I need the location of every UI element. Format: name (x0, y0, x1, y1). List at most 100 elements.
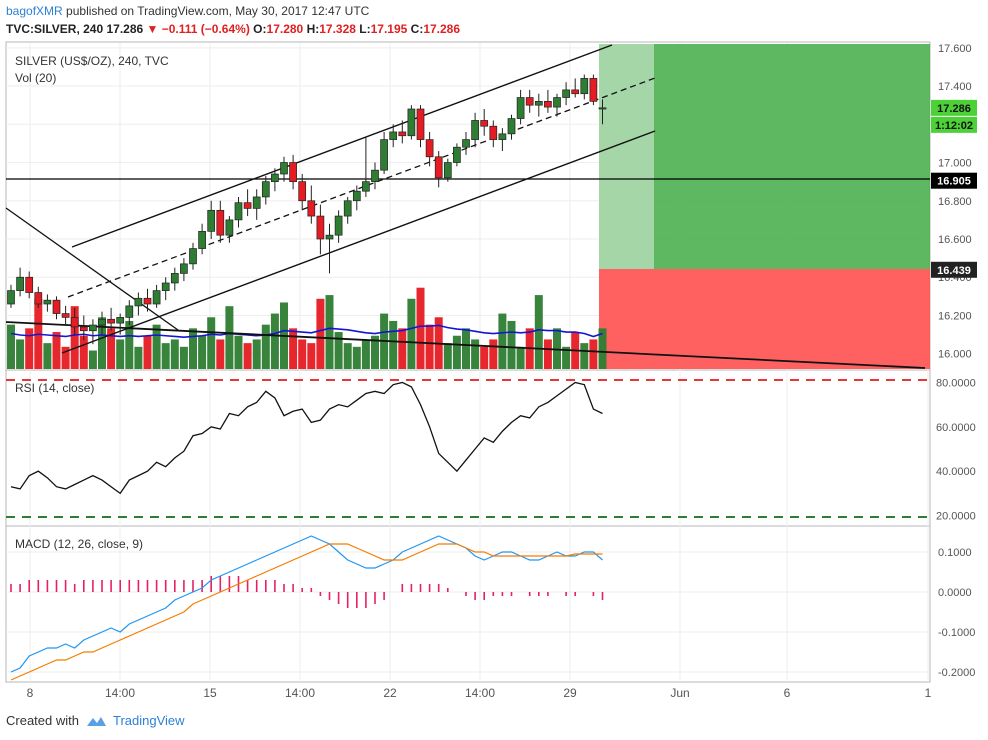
candle-body (216, 209, 225, 236)
volume-bar (189, 328, 197, 369)
symbol-label: TVC:SILVER, 240 (6, 22, 104, 36)
candle-body (425, 139, 434, 158)
candle-body (207, 209, 216, 232)
candle-body (34, 292, 43, 305)
x-tick-label: 6 (784, 686, 791, 700)
channel-lower-line[interactable] (61, 130, 656, 354)
trend-drawings[interactable] (5, 44, 926, 369)
candle-body (534, 101, 543, 106)
low-value: 17.195 (370, 22, 408, 36)
volume-bar (170, 339, 179, 369)
volume-bar (98, 317, 106, 369)
countdown-badge: 1:12:02 (935, 120, 973, 132)
footer: Created with TradingView (6, 713, 185, 728)
candle-body (389, 131, 398, 140)
candle-body (589, 78, 598, 102)
volume-bar (361, 339, 370, 369)
x-tick-label: 14:00 (465, 686, 495, 700)
volume-bar (134, 346, 143, 369)
x-tick-label: 15 (203, 686, 217, 700)
candle-body (152, 290, 161, 305)
created-with-label: Created with (6, 713, 79, 728)
candle-body (79, 326, 88, 332)
price-tick-label: 16.600 (938, 234, 972, 246)
volume-bar (79, 335, 88, 369)
signal-line (10, 543, 603, 681)
candle-body (507, 118, 516, 135)
volume-bar (389, 320, 398, 369)
candle-body (489, 125, 498, 140)
volume-bar (198, 335, 207, 369)
target-zone-elapsed (599, 44, 654, 269)
candle-body (43, 299, 52, 305)
volume-bar (70, 306, 79, 369)
candle-body (307, 200, 316, 217)
volume-bar (252, 339, 261, 369)
candle-body (471, 120, 479, 140)
chart-canvas[interactable]: SILVER (US$/OZ), 240, TVC Vol (20) RSI (… (0, 0, 988, 710)
target-zone[interactable] (599, 44, 930, 269)
volume-bar (325, 295, 334, 369)
candle-body (289, 162, 297, 182)
close-label: C: (410, 22, 424, 36)
candle-body (52, 299, 61, 314)
candle-body (161, 282, 170, 291)
volume-bar (270, 313, 279, 369)
x-tick-label: 1 (925, 686, 932, 700)
channel-mid-line[interactable] (67, 77, 656, 298)
candle-body (134, 297, 143, 307)
candle-body (98, 318, 106, 326)
countdown-badge-bg (931, 116, 977, 133)
candle-body (261, 181, 270, 198)
volume-bar (216, 339, 225, 369)
volume-bar (61, 346, 70, 369)
volume-bar (125, 320, 134, 369)
volume-bar (480, 346, 489, 369)
volume-bar (16, 339, 25, 369)
falling-trendline[interactable] (5, 207, 179, 331)
price-tick-label: 16.000 (938, 349, 972, 361)
volume-bar (507, 320, 516, 369)
volume-bar (161, 343, 170, 369)
channel-upper-line[interactable] (71, 44, 613, 248)
candle-body (107, 318, 115, 324)
candle-body (61, 313, 70, 318)
candle-body (434, 156, 443, 179)
publish-line: bagofXMR published on TradingView.com, M… (6, 4, 369, 18)
volume-bar (234, 335, 243, 369)
macd-tick-label: 0.1000 (938, 547, 972, 559)
price-pane-title: SILVER (US$/OZ), 240, TVC (15, 54, 169, 68)
tradingview-brand-link[interactable]: TradingView (112, 713, 185, 728)
candle-body (280, 162, 288, 175)
publish-info: published on TradingView.com, May 30, 20… (66, 4, 370, 18)
macd-tick-label: 0.0000 (938, 587, 972, 599)
candle-body (298, 181, 307, 202)
support-trendline[interactable] (5, 321, 926, 369)
author-link[interactable]: bagofXMR (6, 4, 63, 18)
high-value: 17.328 (319, 22, 356, 36)
volume-bar (143, 335, 152, 369)
price-tick-label: 17.600 (938, 43, 972, 55)
last-price: 17.286 (106, 22, 144, 36)
stop-zone[interactable] (599, 269, 930, 369)
low-label: L: (359, 22, 371, 36)
candle-body (480, 120, 489, 127)
candle-body (571, 89, 580, 95)
candle-body (398, 131, 407, 137)
entry-badge-bg (931, 261, 977, 278)
candle-body (334, 215, 343, 236)
candle-body (516, 97, 525, 119)
candle-body (462, 139, 470, 148)
price-tick-label: 17.000 (938, 158, 972, 170)
candle-body (125, 305, 134, 318)
chart-header: bagofXMR published on TradingView.com, M… (0, 0, 988, 40)
x-tick-label: 22 (383, 686, 397, 700)
candle-body (416, 108, 425, 140)
volume-bar (371, 335, 379, 369)
price-tick-label: 17.400 (938, 81, 972, 93)
level-badge-bg (931, 172, 977, 189)
price-tick-label: 16.200 (938, 310, 972, 322)
volume-bar (498, 313, 507, 369)
volume-bar (225, 306, 234, 369)
candle-body (189, 248, 197, 265)
